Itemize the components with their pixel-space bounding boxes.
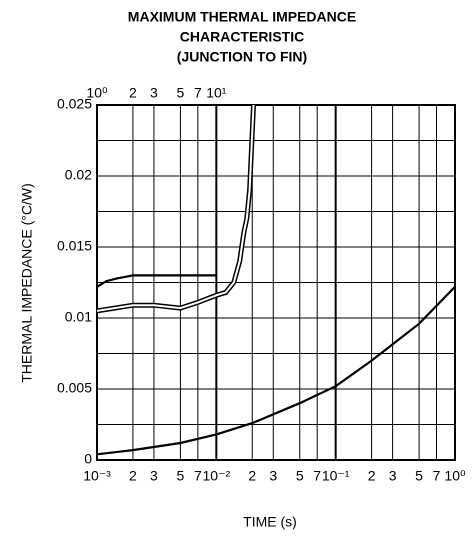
y-tick-label: 0.005 <box>57 380 92 396</box>
line-series <box>97 274 217 288</box>
y-tick-label: 0.02 <box>65 167 92 183</box>
x-tick-label: 3 <box>389 468 397 484</box>
x2-tick-label: 7 <box>194 85 202 101</box>
plot-frame <box>96 104 456 461</box>
x2-tick-label: 10⁰ <box>86 85 108 101</box>
x-tick-label: 10⁻² <box>203 468 231 484</box>
y-tick-label: 0.015 <box>57 238 92 254</box>
plot-area <box>97 105 455 456</box>
chart-title: CHARACTERISTIC <box>180 29 304 45</box>
x2-tick-label: 3 <box>150 85 158 101</box>
x-tick-label: 10⁻¹ <box>322 468 350 484</box>
chart-title: MAXIMUM THERMAL IMPEDANCE <box>128 9 356 25</box>
line-series <box>97 286 455 456</box>
y-tick-label: 0 <box>84 451 92 467</box>
x-tick-label: 10⁻³ <box>83 468 111 484</box>
x2-tick-label: 10¹ <box>206 85 227 101</box>
x-tick-label: 7 <box>313 468 321 484</box>
y-tick-label: 0.025 <box>57 96 92 112</box>
x-tick-label: 2 <box>368 468 376 484</box>
x-tick-label: 2 <box>129 468 137 484</box>
x2-tick-label: 2 <box>129 85 137 101</box>
x-tick-label: 3 <box>150 468 158 484</box>
y-axis-label: THERMAL IMPEDANCE (°C/W) <box>19 183 35 383</box>
x-tick-label: 10⁰ <box>444 468 466 484</box>
line-series <box>97 105 256 314</box>
line-series-inner <box>97 105 255 312</box>
x-axis-label: TIME (s) <box>243 514 297 530</box>
x-tick-label: 5 <box>177 468 185 484</box>
x-tick-label: 7 <box>433 468 441 484</box>
x-tick-label: 2 <box>248 468 256 484</box>
x2-tick-label: 5 <box>177 85 185 101</box>
x-tick-label: 3 <box>269 468 277 484</box>
y-tick-label: 0.01 <box>65 309 92 325</box>
chart-title: (JUNCTION TO FIN) <box>177 49 307 65</box>
x-tick-label: 7 <box>194 468 202 484</box>
x-tick-label: 5 <box>415 468 423 484</box>
x-tick-label: 5 <box>296 468 304 484</box>
